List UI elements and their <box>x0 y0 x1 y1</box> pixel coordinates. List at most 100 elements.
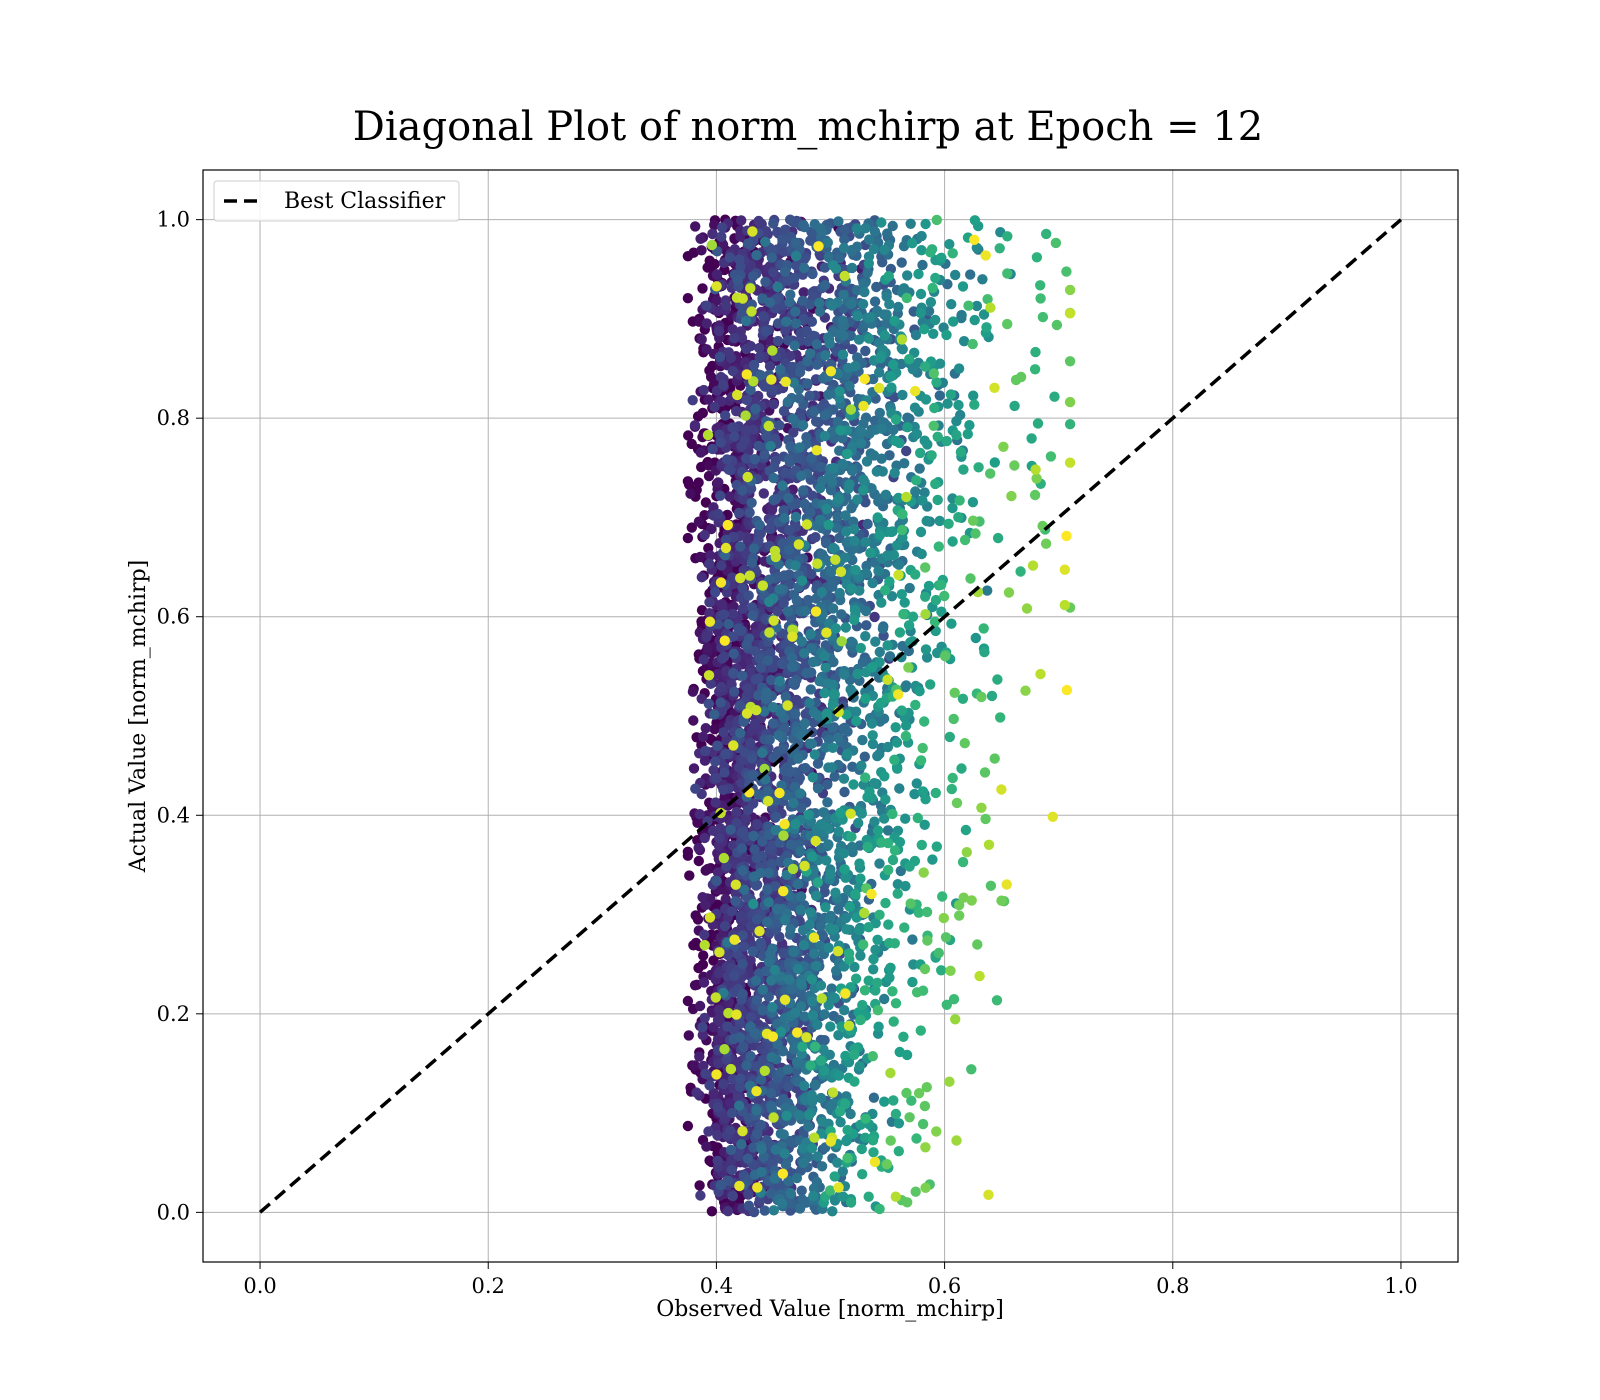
scatter-point <box>688 763 700 774</box>
scatter-point <box>727 631 739 642</box>
scatter-point <box>872 750 883 762</box>
scatter-point <box>911 1133 922 1144</box>
scatter-point <box>837 458 848 470</box>
scatter-point <box>765 1088 777 1099</box>
scatter-point <box>854 1061 865 1072</box>
scatter-point <box>827 699 839 710</box>
scatter-point <box>912 812 923 824</box>
scatter-point <box>778 597 789 609</box>
scatter-point <box>766 975 777 986</box>
scatter-point <box>846 298 857 310</box>
scatter-point <box>894 437 905 449</box>
scatter-point <box>755 662 767 673</box>
scatter-point <box>821 503 832 515</box>
scatter-point <box>699 929 710 940</box>
scatter-point <box>796 1185 807 1196</box>
scatter-point <box>929 402 940 414</box>
scatter-point <box>707 228 718 240</box>
scatter-point <box>1064 419 1076 430</box>
scatter-point <box>945 389 957 400</box>
scatter-point <box>876 423 887 434</box>
scatter-point <box>855 873 866 884</box>
scatter-point <box>900 880 911 892</box>
scatter-point <box>840 912 852 924</box>
scatter-point <box>812 1151 823 1162</box>
scatter-point <box>877 623 889 634</box>
scatter-point <box>845 1108 856 1120</box>
scatter-point <box>833 1070 845 1081</box>
scatter-point <box>783 525 795 536</box>
scatter-point <box>860 605 872 617</box>
scatter-point <box>904 354 915 365</box>
scatter-point <box>808 656 819 668</box>
scatter-point <box>712 619 724 630</box>
scatter-point <box>851 223 862 234</box>
scatter-point <box>770 824 781 836</box>
scatter-point <box>741 425 752 436</box>
scatter-point <box>695 1190 706 1201</box>
scatter-point <box>742 804 754 816</box>
scatter-point <box>978 309 990 320</box>
scatter-point <box>889 754 900 766</box>
scatter-point <box>715 1180 727 1191</box>
scatter-point <box>867 1135 879 1146</box>
scatter-point <box>709 401 720 413</box>
scatter-point <box>876 837 887 848</box>
scatter-point <box>820 902 831 913</box>
scatter-point <box>842 1124 853 1136</box>
scatter-point <box>745 1050 756 1062</box>
scatter-point <box>765 1188 777 1199</box>
scatter-point <box>732 274 743 286</box>
scatter-point <box>720 748 731 760</box>
scatter-point <box>709 709 720 720</box>
scatter-point <box>768 472 779 484</box>
scatter-point <box>960 824 972 836</box>
scatter-point <box>748 898 759 910</box>
scatter-point <box>785 289 796 300</box>
scatter-point <box>759 1205 770 1216</box>
scatter-point <box>873 565 884 577</box>
scatter-point <box>689 1060 700 1071</box>
scatter-point <box>827 1206 838 1217</box>
scatter-point <box>869 296 881 307</box>
scatter-point <box>751 853 762 864</box>
scatter-point <box>794 1203 806 1214</box>
scatter-point <box>828 462 839 474</box>
scatter-point <box>713 1057 724 1069</box>
scatter-point <box>850 973 862 984</box>
scatter-point <box>860 497 871 508</box>
scatter-point <box>785 350 796 362</box>
scatter-point <box>1015 566 1026 577</box>
scatter-point <box>736 843 748 854</box>
scatter-point <box>713 325 725 337</box>
scatter-point <box>814 482 826 494</box>
scatter-point <box>748 830 759 842</box>
scatter-point <box>697 283 708 294</box>
scatter-point <box>821 708 833 719</box>
scatter-point <box>701 1141 712 1152</box>
scatter-point <box>723 347 734 358</box>
scatter-point <box>834 587 845 599</box>
scatter-point <box>917 259 928 271</box>
scatter-point <box>802 356 813 367</box>
scatter-point <box>946 299 957 310</box>
scatter-point <box>797 420 809 431</box>
scatter-point <box>700 1068 711 1080</box>
scatter-point <box>746 557 758 568</box>
scatter-point <box>888 1016 899 1027</box>
scatter-point <box>936 606 947 617</box>
scatter-point <box>701 631 712 643</box>
scatter-point <box>916 245 927 256</box>
scatter-point <box>782 606 794 617</box>
scatter-point <box>879 1096 890 1107</box>
scatter-point <box>743 590 754 601</box>
scatter-point <box>805 348 816 359</box>
scatter-point <box>795 904 806 916</box>
scatter-point <box>756 941 767 952</box>
scatter-point <box>757 747 768 758</box>
scatter-point <box>830 623 842 634</box>
scatter-point <box>832 732 843 743</box>
scatter-point <box>727 422 738 433</box>
scatter-point <box>775 364 786 375</box>
scatter-point <box>844 479 855 490</box>
